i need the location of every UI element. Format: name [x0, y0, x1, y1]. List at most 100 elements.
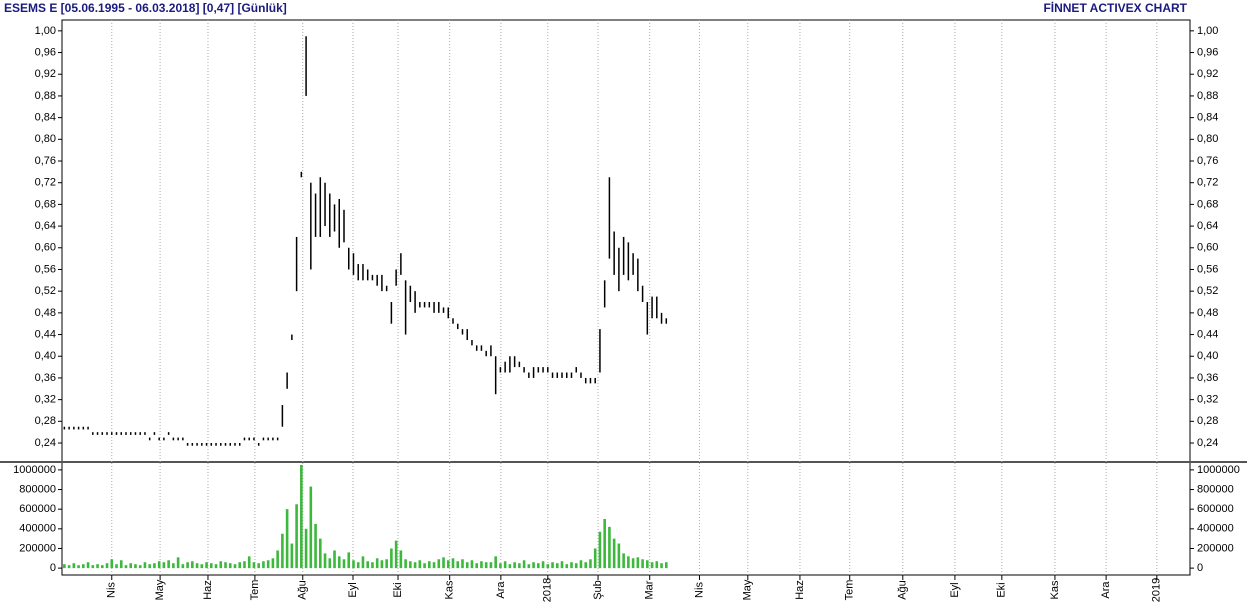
volume-bar [612, 538, 616, 569]
volume-bar [290, 543, 294, 569]
y-tick-label: 1,00 [35, 25, 56, 37]
volume-bar [100, 565, 104, 569]
volume-bar [494, 556, 497, 569]
volume-bar [281, 533, 284, 569]
y-tick-label: 0,88 [1197, 90, 1218, 102]
volume-bar [423, 563, 426, 569]
volume-bar [82, 564, 85, 569]
volume-bar [508, 564, 512, 569]
volume-bar [352, 560, 355, 569]
volume-bar [641, 559, 644, 569]
volume-bar [428, 561, 431, 569]
x-tick-label: Ağu [297, 580, 309, 600]
volume-bar [209, 563, 213, 569]
volume-bar [499, 563, 502, 569]
volume-bar [356, 562, 360, 569]
volume-bar [167, 560, 170, 569]
y-tick-label: 0,24 [35, 437, 56, 449]
volume-bar [461, 559, 464, 569]
volume-bar [337, 556, 341, 569]
volume-bar [143, 562, 147, 569]
x-tick-label: Tem [249, 580, 261, 601]
volume-bar [390, 548, 393, 569]
y-tick-label: 0,44 [35, 328, 56, 340]
volume-bar [375, 558, 379, 569]
y-tick-label: 0,52 [1197, 285, 1218, 297]
x-tick-label: May [154, 579, 166, 600]
chart-title: ESEMS E [05.06.1995 - 06.03.2018] [0,47]… [4, 1, 287, 15]
y-tick-label: 0,64 [35, 220, 56, 232]
volume-bar [247, 556, 251, 569]
volume-bar [518, 563, 521, 569]
y-tick-label: 0,76 [35, 155, 56, 167]
y-tick-label: 0,48 [1197, 307, 1218, 319]
x-tick-label: Nis [106, 582, 118, 598]
volume-bar [437, 559, 441, 569]
volume-bar [565, 564, 569, 569]
x-tick-label: Nis [693, 582, 705, 598]
volume-bar [300, 464, 303, 569]
volume-bar [432, 562, 436, 569]
volume-bar [86, 562, 90, 569]
volume-bar [63, 564, 66, 569]
y-tick-label: 0,52 [35, 285, 56, 297]
volume-bar [603, 519, 606, 569]
y-tick-label: 800000 [19, 483, 56, 495]
volume-bar [266, 560, 270, 569]
volume-bar [176, 557, 180, 569]
volume-bar [115, 564, 118, 569]
plot-frame [61, 19, 1191, 576]
volume-bar [537, 563, 540, 569]
volume-bar [465, 562, 469, 569]
y-tick-label: 400000 [1197, 523, 1234, 535]
volume-bar [77, 565, 80, 569]
volume-bar [404, 559, 407, 569]
y-tick-label: 0,68 [35, 198, 56, 210]
brand: FİNNET ACTIVEX CHART [1043, 0, 1187, 15]
volume-bar [191, 561, 194, 569]
y-tick-label: 0,60 [35, 242, 56, 254]
y-tick-label: 0,60 [1197, 242, 1218, 254]
volume-bar [285, 509, 289, 569]
volume-bar [67, 565, 71, 569]
volume-bar [328, 558, 332, 569]
volume-bar [394, 540, 398, 569]
volume-bar [574, 563, 578, 569]
y-tick-label: 0,92 [35, 68, 56, 80]
volume-bar [224, 562, 227, 569]
volume-bar [409, 561, 412, 569]
volume-bar [380, 560, 384, 569]
volume-bar [124, 565, 128, 569]
volume-bar [646, 560, 649, 569]
volume-bar [532, 562, 535, 569]
y-tick-label: 0,40 [1197, 350, 1218, 362]
x-tick-label: Kas [1049, 580, 1061, 599]
volume-bar [664, 562, 668, 569]
volume-bar [608, 526, 611, 569]
volume-bar [157, 561, 161, 569]
x-tick-label: Şub [592, 580, 604, 600]
y-tick-label: 0,96 [35, 46, 56, 58]
volume-bar [347, 552, 351, 569]
y-tick-label: 0,32 [1197, 394, 1218, 406]
volume-bar [660, 563, 663, 569]
volume-bar [622, 553, 625, 569]
y-tick-label: 0,72 [1197, 177, 1218, 189]
volume-bar [148, 564, 151, 569]
volume-bar [579, 560, 583, 569]
y-tick-label: 0,36 [35, 372, 56, 384]
volume-bar [418, 560, 422, 569]
y-tick-label: 0,48 [35, 307, 56, 319]
volume-bar [319, 538, 322, 569]
y-tick-label: 1000000 [13, 464, 56, 476]
x-tick-label: May [742, 579, 754, 600]
volume-bar [399, 550, 403, 569]
x-tick-label: 2018 [542, 578, 554, 602]
volume-bar [655, 561, 659, 569]
volume-bar [129, 563, 133, 569]
y-tick-label: 0,24 [1197, 437, 1218, 449]
volume-bar [219, 561, 223, 569]
volume-bar [172, 563, 175, 569]
